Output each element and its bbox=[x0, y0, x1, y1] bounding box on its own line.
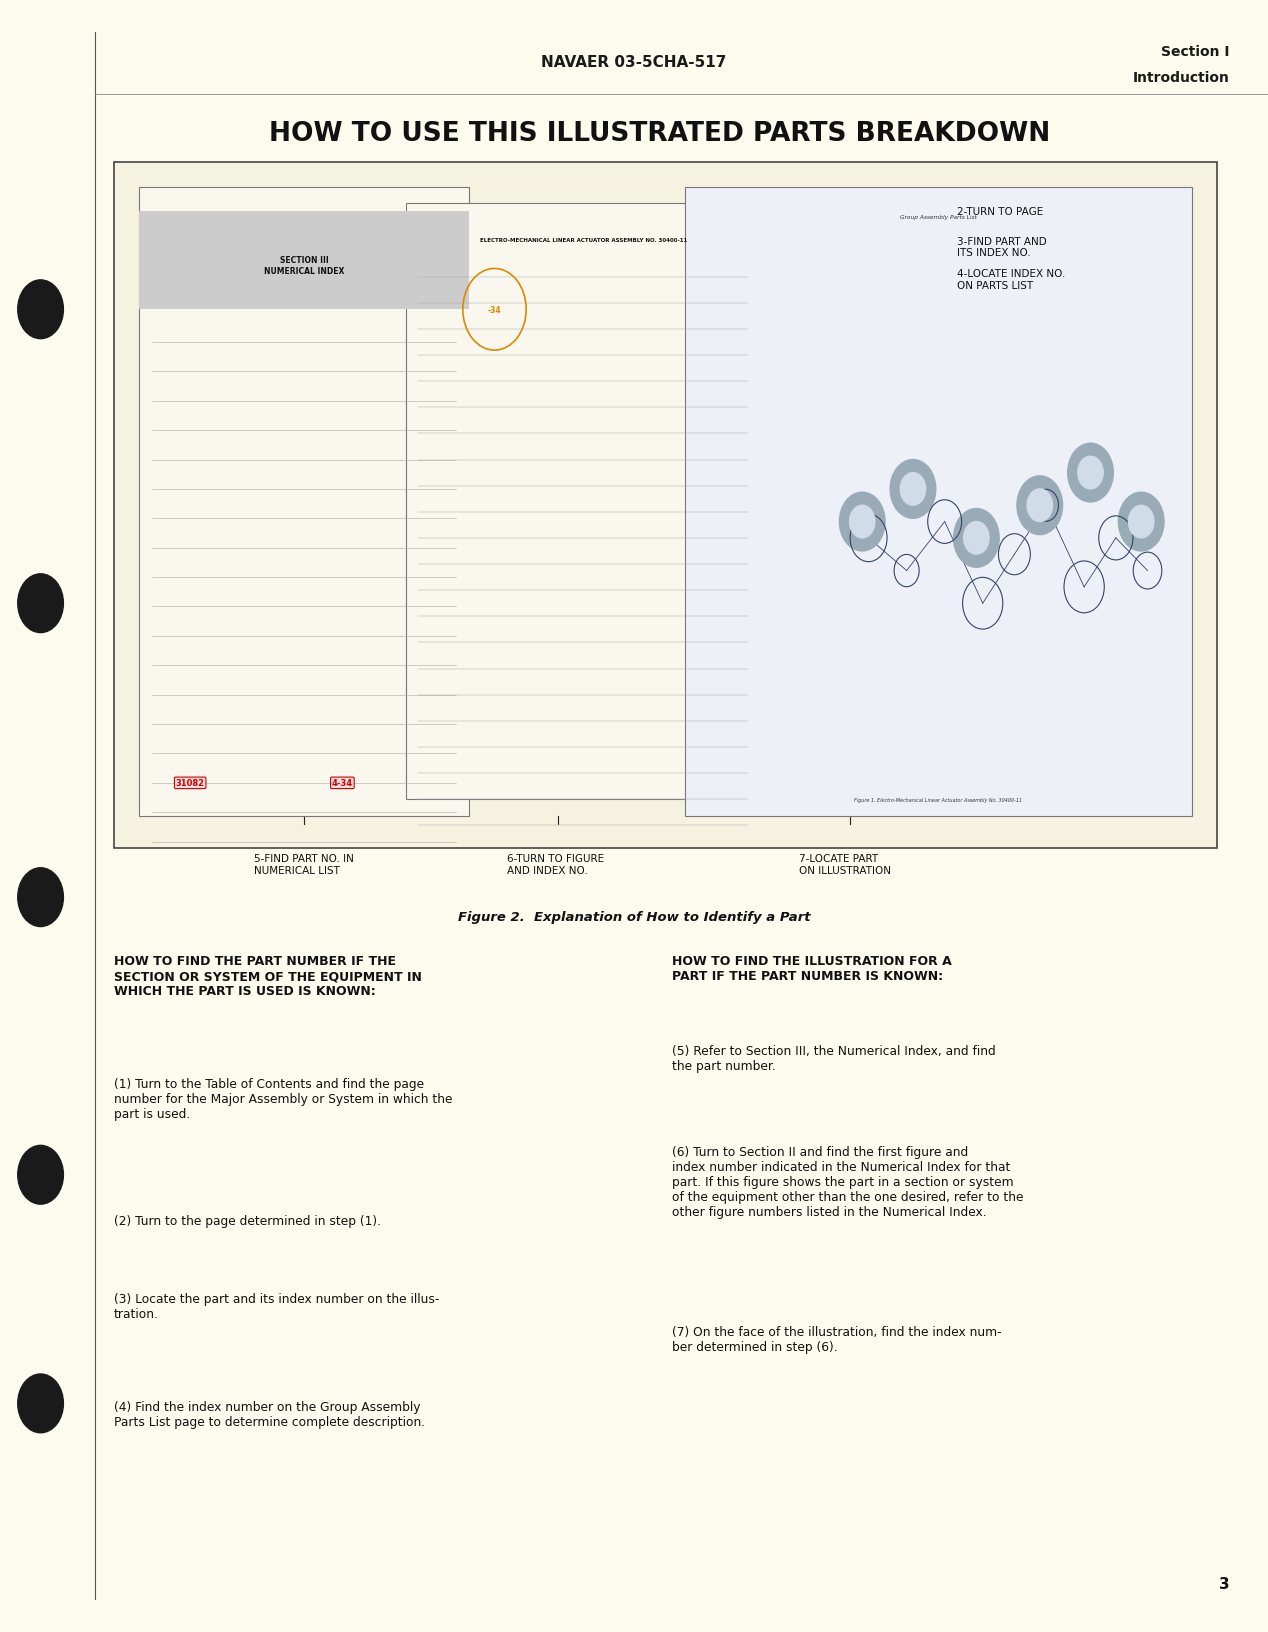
Text: ELECTRO-MECHANICAL LINEAR ACTUATOR ASSEMBLY NO. 30400-11: ELECTRO-MECHANICAL LINEAR ACTUATOR ASSEM… bbox=[479, 237, 687, 243]
Circle shape bbox=[850, 506, 875, 539]
Circle shape bbox=[954, 509, 999, 568]
Text: HOW TO FIND THE ILLUSTRATION FOR A
PART IF THE PART NUMBER IS KNOWN:: HOW TO FIND THE ILLUSTRATION FOR A PART … bbox=[672, 955, 952, 982]
Text: Introduction: Introduction bbox=[1134, 72, 1230, 85]
FancyBboxPatch shape bbox=[685, 188, 1192, 816]
Text: (3) Locate the part and its index number on the illus-
tration.: (3) Locate the part and its index number… bbox=[114, 1293, 440, 1320]
Circle shape bbox=[18, 1146, 63, 1204]
Text: 4-34: 4-34 bbox=[332, 778, 353, 788]
Text: 5-FIND PART NO. IN
NUMERICAL LIST: 5-FIND PART NO. IN NUMERICAL LIST bbox=[254, 854, 354, 875]
Text: (5) Refer to Section III, the Numerical Index, and find
the part number.: (5) Refer to Section III, the Numerical … bbox=[672, 1044, 995, 1072]
Text: Figure 2.  Explanation of How to Identify a Part: Figure 2. Explanation of How to Identify… bbox=[458, 911, 810, 924]
Text: 7-LOCATE PART
ON ILLUSTRATION: 7-LOCATE PART ON ILLUSTRATION bbox=[799, 854, 891, 875]
Text: 6-TURN TO FIGURE
AND INDEX NO.: 6-TURN TO FIGURE AND INDEX NO. bbox=[507, 854, 605, 875]
FancyBboxPatch shape bbox=[139, 212, 469, 310]
Circle shape bbox=[18, 574, 63, 633]
Text: Group Assembly Parts List: Group Assembly Parts List bbox=[900, 214, 976, 220]
Text: HOW TO USE THIS ILLUSTRATED PARTS BREAKDOWN: HOW TO USE THIS ILLUSTRATED PARTS BREAKD… bbox=[269, 121, 1050, 147]
FancyBboxPatch shape bbox=[139, 188, 469, 816]
Circle shape bbox=[1078, 457, 1103, 490]
Circle shape bbox=[890, 460, 936, 519]
Circle shape bbox=[18, 1374, 63, 1433]
Text: (7) On the face of the illustration, find the index num-
ber determined in step : (7) On the face of the illustration, fin… bbox=[672, 1325, 1002, 1353]
Circle shape bbox=[18, 868, 63, 927]
Circle shape bbox=[1129, 506, 1154, 539]
Text: 1-FIND PAGE NO.
IN TABLE OF
CONTENTS: 1-FIND PAGE NO. IN TABLE OF CONTENTS bbox=[178, 220, 265, 253]
Text: -34: -34 bbox=[488, 305, 501, 315]
Text: SECTION III
NUMERICAL INDEX: SECTION III NUMERICAL INDEX bbox=[264, 256, 345, 276]
Text: (1) Turn to the Table of Contents and find the page
number for the Major Assembl: (1) Turn to the Table of Contents and fi… bbox=[114, 1077, 453, 1120]
Circle shape bbox=[1027, 490, 1052, 522]
Text: 31082: 31082 bbox=[176, 778, 204, 788]
Text: Section I: Section I bbox=[1161, 46, 1230, 59]
Text: 3: 3 bbox=[1220, 1575, 1230, 1591]
Text: 4-LOCATE INDEX NO.
ON PARTS LIST: 4-LOCATE INDEX NO. ON PARTS LIST bbox=[957, 269, 1065, 290]
Circle shape bbox=[1017, 477, 1063, 535]
Circle shape bbox=[1118, 493, 1164, 552]
FancyBboxPatch shape bbox=[114, 163, 1217, 849]
FancyBboxPatch shape bbox=[406, 204, 761, 800]
Text: (6) Turn to Section II and find the first figure and
index number indicated in t: (6) Turn to Section II and find the firs… bbox=[672, 1146, 1023, 1219]
Circle shape bbox=[964, 522, 989, 555]
Text: Figure 1. Electro-Mechanical Linear Actuator Assembly No. 30400-11: Figure 1. Electro-Mechanical Linear Actu… bbox=[855, 796, 1022, 803]
Text: 2-TURN TO PAGE: 2-TURN TO PAGE bbox=[957, 207, 1044, 217]
Circle shape bbox=[900, 473, 926, 506]
Circle shape bbox=[18, 281, 63, 339]
Text: 3-FIND PART AND
ITS INDEX NO.: 3-FIND PART AND ITS INDEX NO. bbox=[957, 237, 1047, 258]
Text: (4) Find the index number on the Group Assembly
Parts List page to determine com: (4) Find the index number on the Group A… bbox=[114, 1400, 425, 1428]
Text: (2) Turn to the page determined in step (1).: (2) Turn to the page determined in step … bbox=[114, 1214, 382, 1227]
Text: HOW TO FIND THE PART NUMBER IF THE
SECTION OR SYSTEM OF THE EQUIPMENT IN
WHICH T: HOW TO FIND THE PART NUMBER IF THE SECTI… bbox=[114, 955, 422, 997]
Circle shape bbox=[839, 493, 885, 552]
Text: NAVAER 03-5CHA-517: NAVAER 03-5CHA-517 bbox=[541, 54, 727, 70]
Circle shape bbox=[1068, 444, 1113, 503]
